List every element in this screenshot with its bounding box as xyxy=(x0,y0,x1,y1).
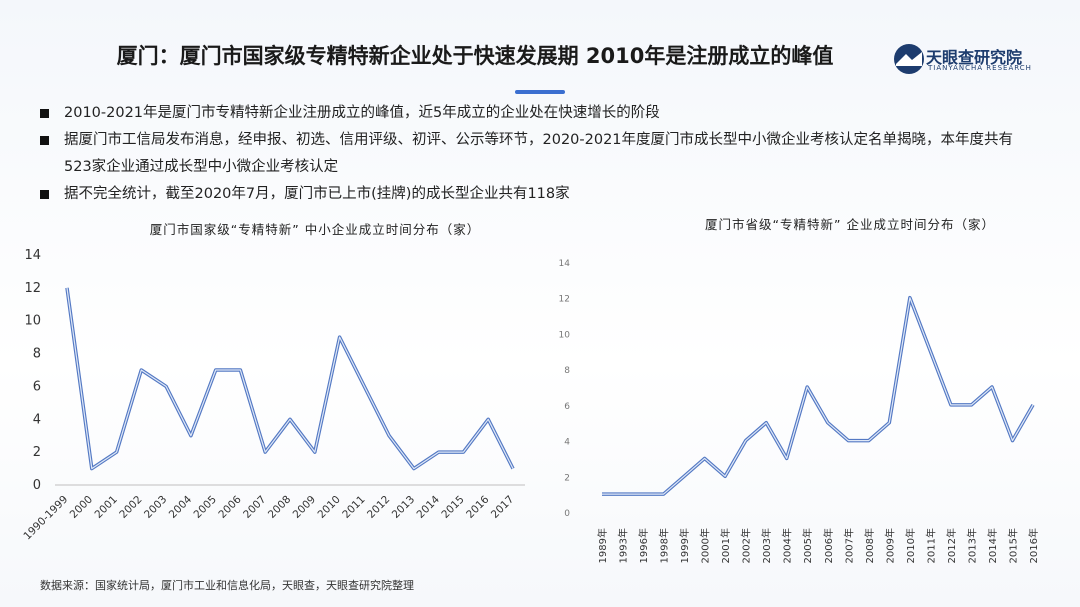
y-tick-label: 4 xyxy=(33,412,41,427)
y-tick-label: 10 xyxy=(559,330,571,340)
x-tick-label: 2002年 xyxy=(740,528,753,563)
x-tick-label: 2012 xyxy=(365,493,392,520)
source-note: 数据来源：国家统计局，厦门市工业和信息化局，天眼查，天眼查研究院整理 xyxy=(40,579,414,592)
x-tick-label: 2001 xyxy=(92,493,119,520)
x-tick-label: 2012年 xyxy=(945,528,958,563)
x-tick-label: 2007年 xyxy=(842,528,855,563)
logo-icon xyxy=(894,44,924,74)
slide-title: 厦门：厦门市国家级专精特新企业处于快速发展期 2010年是注册成立的峰值 xyxy=(116,44,834,68)
x-tick-label: 2008 xyxy=(266,493,293,520)
x-tick-label: 2005 xyxy=(192,493,219,520)
y-tick-label: 0 xyxy=(33,478,41,493)
x-tick-label: 1989年 xyxy=(596,528,609,563)
logo: 天眼查研究院 TIANYANCHA RESEARCH xyxy=(892,40,1042,80)
x-tick-label: 1993年 xyxy=(617,528,630,563)
x-tick-label: 2010年 xyxy=(904,528,917,563)
x-tick-label: 1996年 xyxy=(637,528,650,563)
x-tick-label: 2003年 xyxy=(760,528,773,563)
x-tick-label: 2015年 xyxy=(1006,528,1019,563)
y-tick-label: 8 xyxy=(564,366,570,376)
x-tick-label: 2008年 xyxy=(863,528,876,563)
title-underline xyxy=(515,90,565,94)
x-tick-label: 2009 xyxy=(291,493,318,520)
x-tick-label: 2016年 xyxy=(1027,528,1040,563)
y-tick-label: 14 xyxy=(559,259,571,269)
x-tick-label: 2005年 xyxy=(801,528,814,563)
logo-name: 天眼查研究院 xyxy=(926,48,1023,67)
x-tick-label: 2011 xyxy=(340,493,367,520)
x-tick-label: 2000年 xyxy=(699,528,712,563)
x-tick-label: 2013年 xyxy=(965,528,978,563)
y-tick-label: 6 xyxy=(564,402,570,412)
y-tick-label: 4 xyxy=(564,438,570,448)
x-tick-label: 2014 xyxy=(415,493,443,521)
y-tick-label: 0 xyxy=(564,509,570,519)
x-tick-label: 2010 xyxy=(315,493,342,520)
x-tick-label: 2002 xyxy=(117,493,144,520)
x-tick-label: 2009年 xyxy=(883,528,896,563)
x-tick-label: 1998年 xyxy=(658,528,671,563)
x-tick-label: 2006 xyxy=(216,493,244,521)
x-tick-label: 2003 xyxy=(142,493,169,520)
chart-title: 厦门市省级“专精特新” 企业成立时间分布（家） xyxy=(705,217,995,232)
line-halo xyxy=(65,287,515,471)
line-halo xyxy=(602,295,1035,496)
bullet: 据不完全统计，截至2020年7月，厦门市已上市(挂牌)的成长型企业共有118家 xyxy=(40,181,1040,208)
y-tick-label: 2 xyxy=(564,473,570,483)
bullet: 2010-2021年是厦门市专精特新企业注册成立的峰值，近5年成立的企业处在快速… xyxy=(40,100,1040,127)
y-tick-label: 12 xyxy=(559,295,570,305)
chart-title: 厦门市国家级“专精特新” 中小企业成立时间分布（家） xyxy=(150,222,480,237)
x-tick-label: 2004 xyxy=(167,493,195,521)
data-line xyxy=(602,297,1034,495)
x-tick-label: 2001年 xyxy=(719,528,732,563)
x-tick-label: 2015 xyxy=(439,493,466,520)
x-tick-label: 2000 xyxy=(68,493,95,520)
y-tick-label: 12 xyxy=(24,281,41,296)
x-tick-label: 1999年 xyxy=(678,528,691,563)
x-tick-label: 2016 xyxy=(464,493,492,521)
y-tick-label: 14 xyxy=(24,248,41,263)
bullet: 据厦门市工信局发布消息，经申报、初选、信用评级、初评、公示等环节，2020-20… xyxy=(40,127,1040,181)
data-line xyxy=(66,287,514,470)
x-tick-label: 2006年 xyxy=(822,528,835,563)
y-tick-label: 2 xyxy=(33,445,41,460)
y-tick-label: 8 xyxy=(33,347,41,362)
x-tick-label: 2011年 xyxy=(924,528,937,563)
x-tick-label: 2004年 xyxy=(781,528,794,563)
x-tick-label: 2014年 xyxy=(986,528,999,563)
x-tick-label: 2013 xyxy=(390,493,417,520)
bullet-list: 2010-2021年是厦门市专精特新企业注册成立的峰值，近5年成立的企业处在快速… xyxy=(40,100,1040,208)
x-tick-label: 2007 xyxy=(241,493,268,520)
y-tick-label: 6 xyxy=(33,379,41,394)
y-tick-label: 10 xyxy=(24,314,41,329)
x-tick-label: 1990-1999 xyxy=(21,493,70,542)
x-tick-label: 2017 xyxy=(489,493,516,520)
logo-subtitle: TIANYANCHA RESEARCH xyxy=(928,64,1032,72)
